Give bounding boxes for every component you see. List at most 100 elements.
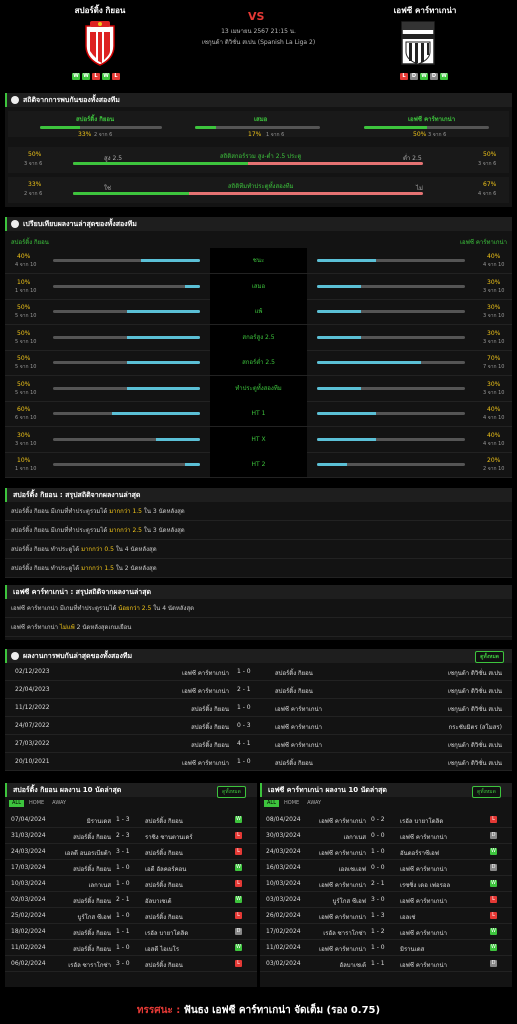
filter-tab[interactable]: HOME — [284, 800, 300, 806]
view-all-button[interactable]: ดูทั้งหมด — [475, 651, 504, 663]
football-icon — [11, 220, 19, 228]
result-row[interactable]: 30/03/2024 เลกาเนส 0 - 0 เอฟซี คาร์ทาเกน่า D — [260, 828, 512, 844]
result-badge: W — [235, 896, 242, 903]
away-pct: 40% — [487, 431, 501, 439]
h2h-away-pct: 50% — [413, 131, 427, 138]
home-team-name: สปอร์ติ้ง กิยอน — [74, 6, 126, 15]
h2h-home-count: 2 จาก 6 — [94, 132, 113, 138]
away-team: เอฟซี คาร์ทาเกน่า — [400, 834, 447, 841]
result-badge: L — [235, 912, 242, 919]
result-row[interactable]: 18/02/2024 สปอร์ติ้ง กิยอน 1 - 1 เรอัล บายา… — [5, 924, 257, 940]
ou-title: สถิติสกอร์รวม สูง-ต่ำ 2.5 ประตู — [220, 153, 302, 160]
home-team: สปอร์ติ้ง กิยอน — [73, 946, 111, 953]
filter-tab[interactable]: HOME — [29, 800, 45, 806]
result-row[interactable]: 10/03/2024 เลกาเนส 1 - 0 สปอร์ติ้ง กิยอน L — [5, 876, 257, 892]
filter-tab[interactable]: AWAY — [52, 800, 67, 806]
away-view-all-button[interactable]: ดูทั้งหมด — [472, 786, 501, 798]
form-badge: L — [92, 73, 100, 80]
summary-line: เอฟซี คาร์ทาเกน่า มีเกมที่ทำประตูรวมได้ … — [5, 599, 512, 618]
score: 1 - 3 — [371, 912, 385, 919]
filter-tab[interactable]: ALL — [264, 800, 279, 807]
score: 1 - 0 — [371, 944, 385, 951]
ou-right-count: 3 จาก 6 — [478, 161, 497, 167]
result-row[interactable]: 10/03/2024 เอฟซี คาร์ทาเกน่า 2 - 1 เรซซิ่ง … — [260, 876, 512, 892]
h2h-list-section: ผลงานการพบกันล่าสุดของทั้งสองทีม ดูทั้งห… — [5, 649, 512, 771]
h2h-row[interactable]: 24/07/2022 สปอร์ติ้ง กิยอน 0 - 3 เอฟซี คาร์… — [5, 717, 512, 735]
score: 1 - 1 — [116, 928, 130, 935]
h2h-row[interactable]: 02/12/2023 เอฟซี คาร์ทาเกน่า 1 - 0 สปอร์ติ้… — [5, 663, 512, 681]
home-team: สปอร์ติ้ง กิยอน — [191, 724, 229, 731]
away-count: 7 จาก 10 — [483, 364, 505, 370]
h2h-draw-count: 1 จาก 6 — [266, 132, 285, 138]
home-bar — [53, 437, 200, 441]
form-badge: W — [420, 73, 428, 80]
away-bar — [317, 284, 465, 288]
away-team: สปอร์ติ้ง กิยอน — [275, 760, 313, 767]
result-row[interactable]: 11/02/2024 สปอร์ติ้ง กิยอน 1 - 0 เอสดี ไอเบ… — [5, 940, 257, 956]
h2h-row[interactable]: 11/12/2022 สปอร์ติ้ง กิยอน 1 - 0 เอฟซี คาร์… — [5, 699, 512, 717]
stat-label: สกอร์สูง 2.5 — [210, 324, 307, 350]
home-view-all-button[interactable]: ดูทั้งหมด — [217, 786, 246, 798]
form-badge: W — [82, 73, 90, 80]
result-badge: L — [235, 880, 242, 887]
result-badge: L — [490, 816, 497, 823]
stat-label: HT 2 — [210, 452, 307, 477]
away-team: เอสดี ไอเบโร — [145, 946, 180, 953]
ou-left-pct: 50% — [28, 151, 42, 158]
result-row[interactable]: 31/03/2024 สปอร์ติ้ง กิยอน 2 - 3 ราซิง ซานต… — [5, 828, 257, 844]
home-count: 1 จาก 10 — [15, 287, 37, 294]
ou-right-pct: 50% — [483, 151, 497, 158]
result-row[interactable]: 25/02/2024 บูร์โกส ซีเอฟ 1 - 0 สปอร์ติ้ง กิ… — [5, 908, 257, 924]
home-team: สปอร์ติ้ง กิยอน — [73, 898, 111, 905]
result-row[interactable]: 07/04/2024 มิรานเดส 1 - 3 สปอร์ติ้ง กิยอน W — [5, 812, 257, 828]
summary-text: สปอร์ติ้ง กิยอน มีเกมที่ทำประตูรวมได้ — [11, 527, 108, 534]
result-row[interactable]: 11/02/2024 เอฟซี คาร์ทาเกน่า 1 - 0 มิรานเดส… — [260, 940, 512, 956]
result-row[interactable]: 06/02/2024 เรอัล ซาราโกซ่า 3 - 0 สปอร์ติ้ง … — [5, 956, 257, 972]
h2h-stats-header: สถิติจากการพบกันของทั้งสองทีม — [5, 93, 512, 107]
h2h-row[interactable]: 22/04/2023 เอฟซี คาร์ทาเกน่า 2 - 1 สปอร์ติ้… — [5, 681, 512, 699]
match-date: 13 เมษายน 2567 21:15 น. — [221, 28, 296, 35]
result-row[interactable]: 03/03/2024 บูร์โกส ซีเอฟ 3 - 0 เอฟซี คาร์ทา… — [260, 892, 512, 908]
result-row[interactable]: 17/02/2024 เรอัล ซาราโกซ่า 1 - 2 เอฟซี คาร์… — [260, 924, 512, 940]
result-badge: D — [490, 832, 497, 839]
result-row[interactable]: 08/04/2024 เอฟซี คาร์ทาเกน่า 0 - 2 เรอัล บา… — [260, 812, 512, 828]
away-team: เอฟซี คาร์ทาเกน่า — [400, 898, 447, 905]
home-team: เอลดี อนอรเบียต้า — [64, 850, 111, 857]
h2h-row[interactable]: 27/03/2022 สปอร์ติ้ง กิยอน 4 - 1 เอฟซี คาร์… — [5, 735, 512, 753]
home-team: เอฟซี คาร์ทาเกน่า — [319, 914, 366, 921]
match-date: 06/02/2024 — [11, 960, 46, 967]
result-row[interactable]: 16/03/2024 เอลเชเเอฟ 0 - 0 เอฟซี คาร์ทาเกน่… — [260, 860, 512, 876]
summary-line: สปอร์ติ้ง กิยอน ทำประตูได้ มากกว่า 0.5 ใ… — [5, 540, 512, 559]
result-row[interactable]: 17/03/2024 สปอร์ติ้ง กิยอน 1 - 0 เอดี อัลคอ… — [5, 860, 257, 876]
score: 4 - 1 — [237, 740, 251, 747]
away-pct: 30% — [487, 329, 501, 337]
result-row[interactable]: 24/03/2024 เอฟซี คาร์ทาเกน่า 1 - 0 อันดอร์ร… — [260, 844, 512, 860]
recent-row: 50% 5 จาก 10 ทำประตูทั้งสองทีม 30% 3 จาก 10 — [5, 375, 512, 402]
league: กระชับมิตร (สโมสร) — [448, 724, 502, 731]
away-count: 2 จาก 10 — [483, 466, 505, 472]
home-last10-section: สปอร์ติ้ง กิยอน ผลงาน 10 นัดล่าสุด ดูทั้… — [5, 783, 257, 987]
result-row[interactable]: 02/03/2024 สปอร์ติ้ง กิยอน 2 - 1 อัลบาเซเต้… — [5, 892, 257, 908]
result-row[interactable]: 03/02/2024 อัลบาเซเต้ 1 - 1 เอฟซี คาร์ทาเกน… — [260, 956, 512, 972]
score: 3 - 0 — [371, 896, 385, 903]
prediction: ทรรศนะ : ฟันธง เอฟซี คาร์ทาเกน่า จัดเต็ม… — [0, 1003, 517, 1018]
result-row[interactable]: 26/02/2024 เอฟซี คาร์ทาเกน่า 1 - 3 เอลเช่ L — [260, 908, 512, 924]
away-pct: 40% — [487, 253, 501, 260]
away-count: 4 จาก 10 — [483, 415, 505, 421]
prediction-label: ทรรศนะ : — [136, 1005, 181, 1016]
away-count: 3 จาก 10 — [483, 389, 505, 396]
result-badge: W — [235, 864, 242, 871]
h2h-row[interactable]: 20/10/2021 เอฟซี คาร์ทาเกน่า 1 - 0 สปอร์ติ้… — [5, 753, 512, 771]
away-team: อันดอร์ราซีเอฟ — [400, 850, 439, 857]
home-team: เอฟซี คาร์ทาเกน่า — [319, 882, 366, 889]
stat-label: เสมอ — [210, 273, 307, 299]
result-row[interactable]: 24/03/2024 เอลดี อนอรเบียต้า 3 - 1 สปอร์ติ้… — [5, 844, 257, 860]
filter-tab[interactable]: AWAY — [307, 800, 322, 806]
summary-highlight: มากกว่า 1.5 — [109, 508, 142, 515]
score: 1 - 0 — [116, 864, 130, 871]
away-bar — [317, 412, 465, 415]
summary-suffix: ใน 3 นัดหลังสุด — [143, 508, 185, 515]
filter-tab[interactable]: ALL — [9, 800, 24, 807]
away-team: สปอร์ติ้ง กิยอน — [145, 818, 183, 825]
away-team: เรอัล บายาโดลิด — [400, 818, 444, 825]
